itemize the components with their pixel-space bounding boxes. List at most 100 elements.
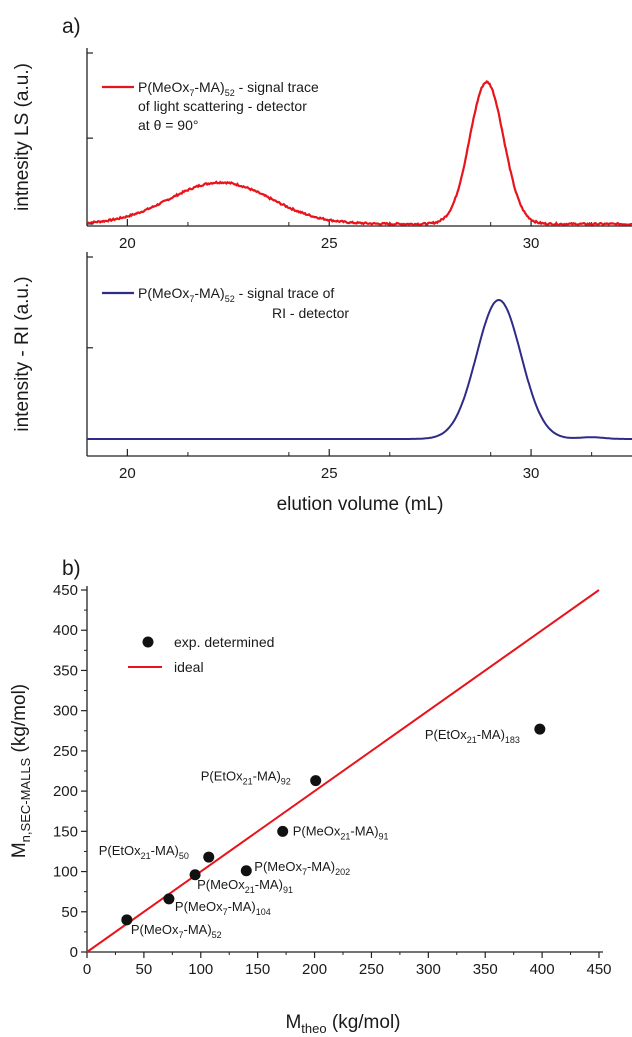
x-tick-label: 20	[119, 465, 136, 482]
x-tick-label: 0	[83, 961, 91, 978]
point-label: P(MeOx7-MA)202	[254, 859, 350, 877]
x-tick-label: 30	[523, 235, 540, 252]
point-label-part: P(MeOx	[197, 877, 245, 892]
legend-line2: of light scattering - detector	[138, 98, 307, 114]
data-point	[240, 865, 252, 877]
point-label-part: -MA)	[184, 922, 212, 937]
point-label-sub: 50	[179, 851, 189, 861]
point-label-sub: 92	[281, 777, 291, 787]
scatter-panel: 0 50 100 150 200 250 300 350 400 450 0 50 100 150 200 2…	[9, 582, 612, 1036]
point-label-sub: 21	[141, 851, 151, 861]
y-tick-label: 250	[53, 743, 78, 760]
point-label: P(EtOx21-MA)92	[201, 769, 291, 787]
legend-text: P(MeOx7-MA)52 - signal trace of	[138, 285, 334, 304]
chromatogram-panel-1: 20 25 30 intnesity LS (a.u.) P(MeOx7-MA)52 -…	[12, 48, 632, 252]
legend-entry: ideal	[174, 659, 204, 675]
point-label-sub: 52	[212, 930, 222, 940]
point-label-sub: 183	[505, 735, 520, 745]
panel-label-b: b)	[62, 557, 81, 580]
x-tick-label: 300	[416, 961, 441, 978]
chromatogram-panel-2: 20 25 30 intensity - RI (a.u.) P(MeOx7-MA)52…	[12, 252, 632, 482]
data-point	[534, 723, 546, 735]
x-tick-label: 250	[359, 961, 384, 978]
x-axis-label-part: (kg/mol)	[327, 1012, 401, 1033]
y-axis-label-part: (kg/mol)	[9, 684, 30, 758]
point-label-sub: 202	[335, 867, 350, 877]
x-tick-label: 50	[136, 961, 153, 978]
legend-line2: RI - detector	[272, 305, 349, 321]
point-label-sub: 7	[178, 930, 183, 940]
legend-text: P(MeOx7-MA)52 - signal trace	[138, 79, 319, 98]
x-axis-label: elution volume (mL)	[277, 494, 444, 515]
legend-part: - signal trace of	[235, 285, 335, 301]
legend-part: -MA)	[194, 285, 224, 301]
legend-line3: at θ = 90°	[138, 117, 198, 133]
x-tick-label: 350	[473, 961, 498, 978]
point-label-sub: 21	[467, 735, 477, 745]
point-label-sub: 104	[256, 907, 271, 917]
point-label-part: P(EtOx	[201, 769, 243, 784]
x-tick-label: 25	[321, 235, 338, 252]
point-label-sub: 91	[283, 885, 293, 895]
point-label: P(MeOx7-MA)52	[131, 922, 222, 940]
legend-sub: 52	[225, 88, 235, 98]
y-axis-label: Mn,SEC-MALLS (kg/mol)	[9, 684, 33, 858]
legend-sub: 52	[225, 294, 235, 304]
point-label: P(MeOx21-MA)91	[197, 877, 293, 895]
legend-part: -MA)	[194, 79, 224, 95]
x-tick-label: 450	[586, 961, 611, 978]
point-label-sub: 91	[379, 831, 389, 841]
point-label-part: P(MeOx	[175, 899, 223, 914]
legend-part: P(MeOx	[138, 285, 189, 301]
point-label-sub: 21	[243, 777, 253, 787]
y-axis-label-sub: n,SEC-MALLS	[18, 757, 33, 842]
y-axis-label-part: M	[9, 842, 30, 858]
legend-sub: 7	[189, 294, 194, 304]
point-label-part: -MA)	[151, 843, 179, 858]
data-point	[277, 825, 289, 837]
point-label: P(MeOx7-MA)104	[175, 899, 271, 917]
panel-label-a: a)	[62, 15, 81, 38]
y-axis-label: intnesity LS (a.u.)	[12, 63, 33, 211]
x-tick-label: 200	[302, 961, 327, 978]
x-tick-label: 100	[188, 961, 213, 978]
x-tick-label: 20	[119, 235, 136, 252]
x-axis-label-sub: theo	[301, 1021, 326, 1036]
point-label-part: -MA)	[253, 769, 281, 784]
point-label-part: -MA)	[228, 899, 256, 914]
y-tick-label: 0	[70, 944, 78, 961]
legend-sub: 7	[189, 88, 194, 98]
point-label-sub: 21	[340, 831, 350, 841]
point-label: P(EtOx21-MA)50	[99, 843, 189, 861]
point-label-sub: 7	[223, 907, 228, 917]
y-tick-label: 150	[53, 823, 78, 840]
x-tick-label: 400	[530, 961, 555, 978]
x-tick-label: 25	[321, 465, 338, 482]
point-label-part: -MA)	[350, 823, 378, 838]
y-axis-label: intensity - RI (a.u.)	[12, 276, 33, 431]
point-label: P(MeOx21-MA)91	[293, 823, 389, 841]
y-tick-label: 450	[53, 582, 78, 599]
point-label-part: P(MeOx	[293, 823, 341, 838]
point-label-part: -MA)	[255, 877, 283, 892]
legend-marker-dot	[142, 636, 154, 648]
x-axis-label: Mtheo (kg/mol)	[285, 1012, 400, 1036]
x-tick-label: 150	[245, 961, 270, 978]
x-axis-label-part: M	[285, 1012, 301, 1033]
series-trace	[86, 80, 632, 227]
data-point	[189, 869, 201, 881]
point-label-part: P(MeOx	[254, 859, 302, 874]
series-trace	[87, 298, 632, 440]
point-label: P(EtOx21-MA)183	[425, 727, 520, 745]
point-label-part: P(EtOx	[99, 843, 141, 858]
y-tick-label: 300	[53, 703, 78, 720]
point-label-sub: 21	[245, 885, 255, 895]
point-label-part: -MA)	[307, 859, 335, 874]
y-tick-label: 100	[53, 864, 78, 881]
data-point	[163, 893, 175, 905]
y-tick-label: 50	[61, 904, 78, 921]
y-tick-label: 400	[53, 622, 78, 639]
data-point	[121, 914, 133, 926]
point-label-part: P(MeOx	[131, 922, 179, 937]
